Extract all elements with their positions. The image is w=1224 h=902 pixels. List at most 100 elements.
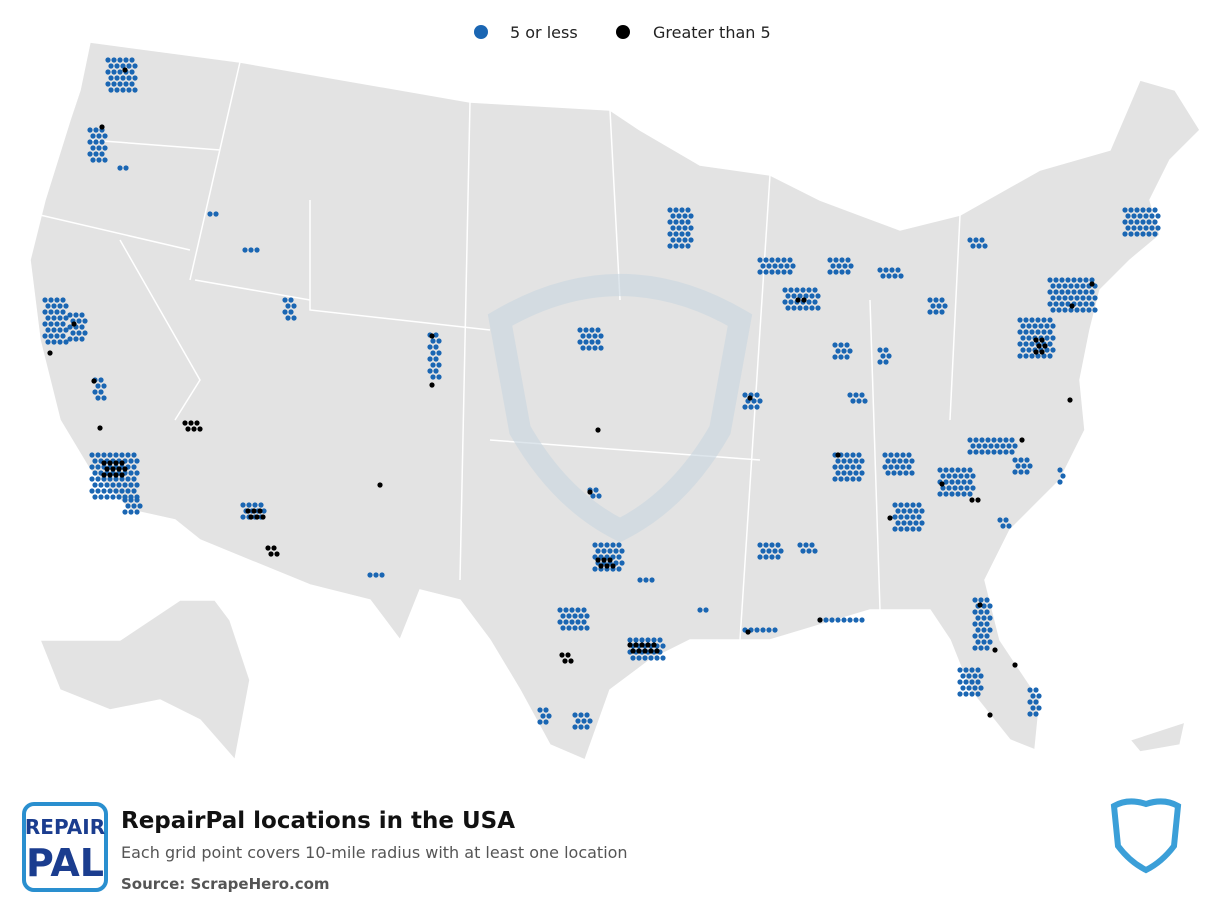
location-dot <box>775 269 781 275</box>
location-dot <box>809 305 815 311</box>
location-dot <box>630 655 636 661</box>
location-dot <box>1056 295 1062 301</box>
legend-swatch <box>616 25 630 39</box>
location-dot <box>197 426 203 432</box>
location-dot <box>51 339 57 345</box>
location-dot <box>1047 353 1053 359</box>
location-dot <box>676 213 682 219</box>
location-dot <box>645 637 651 643</box>
location-dot <box>975 627 981 633</box>
location-dot <box>883 267 889 273</box>
location-dot <box>975 667 981 673</box>
location-dot <box>682 213 688 219</box>
location-dot <box>781 269 787 275</box>
location-dot <box>1038 323 1044 329</box>
location-dot <box>99 124 105 130</box>
location-dot <box>1146 231 1152 237</box>
location-dot <box>682 237 688 243</box>
location-dot <box>91 378 97 384</box>
location-dot <box>880 353 886 359</box>
location-dot <box>76 318 82 324</box>
location-dot <box>906 464 912 470</box>
location-dot <box>568 658 574 664</box>
location-dot <box>827 257 833 263</box>
location-dot <box>754 404 760 410</box>
location-dot <box>763 257 769 263</box>
location-dot <box>1003 449 1009 455</box>
location-dot <box>575 718 581 724</box>
location-dot <box>636 655 642 661</box>
location-dot <box>1029 341 1035 347</box>
location-dot <box>961 467 967 473</box>
location-dot <box>839 257 845 263</box>
location-dot <box>892 273 898 279</box>
location-dot <box>48 309 54 315</box>
location-dot <box>827 269 833 275</box>
location-dot <box>45 339 51 345</box>
location-dot <box>967 449 973 455</box>
location-dot <box>991 449 997 455</box>
location-dot <box>1131 213 1137 219</box>
location-dot <box>134 497 140 503</box>
location-dot <box>949 491 955 497</box>
location-dot <box>757 554 763 560</box>
location-dot <box>125 476 131 482</box>
location-dot <box>260 514 266 520</box>
location-dot <box>1122 207 1128 213</box>
location-dot <box>806 548 812 554</box>
location-dot <box>569 619 575 625</box>
location-dot <box>111 57 117 63</box>
location-dot <box>122 466 128 472</box>
location-dot <box>1065 289 1071 295</box>
location-dot <box>1062 307 1068 313</box>
location-dot <box>123 81 129 87</box>
location-dot <box>117 69 123 75</box>
source: Source: ScrapeHero.com <box>121 875 330 893</box>
location-dot <box>101 460 107 466</box>
location-dot <box>1023 329 1029 335</box>
location-dot <box>258 502 264 508</box>
location-dot <box>1023 341 1029 347</box>
location-dot <box>93 151 99 157</box>
location-dot <box>757 269 763 275</box>
location-dot <box>113 476 119 482</box>
location-dot <box>967 437 973 443</box>
location-dot <box>795 297 801 303</box>
location-dot <box>648 648 654 654</box>
location-dot <box>654 648 660 654</box>
location-dot <box>427 344 433 350</box>
location-dot <box>120 63 126 69</box>
location-dot <box>763 554 769 560</box>
location-dot <box>775 257 781 263</box>
location-dot <box>1012 469 1018 475</box>
location-dot <box>772 627 778 633</box>
location-dot <box>101 472 107 478</box>
location-dot <box>679 243 685 249</box>
location-dot <box>45 303 51 309</box>
location-dot <box>1122 219 1128 225</box>
location-dot <box>832 464 838 470</box>
location-dot <box>596 493 602 499</box>
location-dot <box>131 464 137 470</box>
location-dot <box>116 482 122 488</box>
location-dot <box>894 464 900 470</box>
location-dot <box>823 617 829 623</box>
location-dot <box>887 515 893 521</box>
location-dot <box>377 482 383 488</box>
location-dot <box>829 617 835 623</box>
location-dot <box>754 392 760 398</box>
location-dot <box>207 211 213 217</box>
location-dot <box>832 342 838 348</box>
location-dot <box>760 548 766 554</box>
location-dot <box>856 464 862 470</box>
location-dot <box>110 466 116 472</box>
location-dot <box>1029 329 1035 335</box>
location-dot <box>670 213 676 219</box>
location-dot <box>988 443 994 449</box>
location-dot <box>1026 323 1032 329</box>
location-dot <box>972 633 978 639</box>
location-dot <box>1146 207 1152 213</box>
location-dot <box>1060 473 1066 479</box>
location-dot <box>119 472 125 478</box>
location-dot <box>919 508 925 514</box>
